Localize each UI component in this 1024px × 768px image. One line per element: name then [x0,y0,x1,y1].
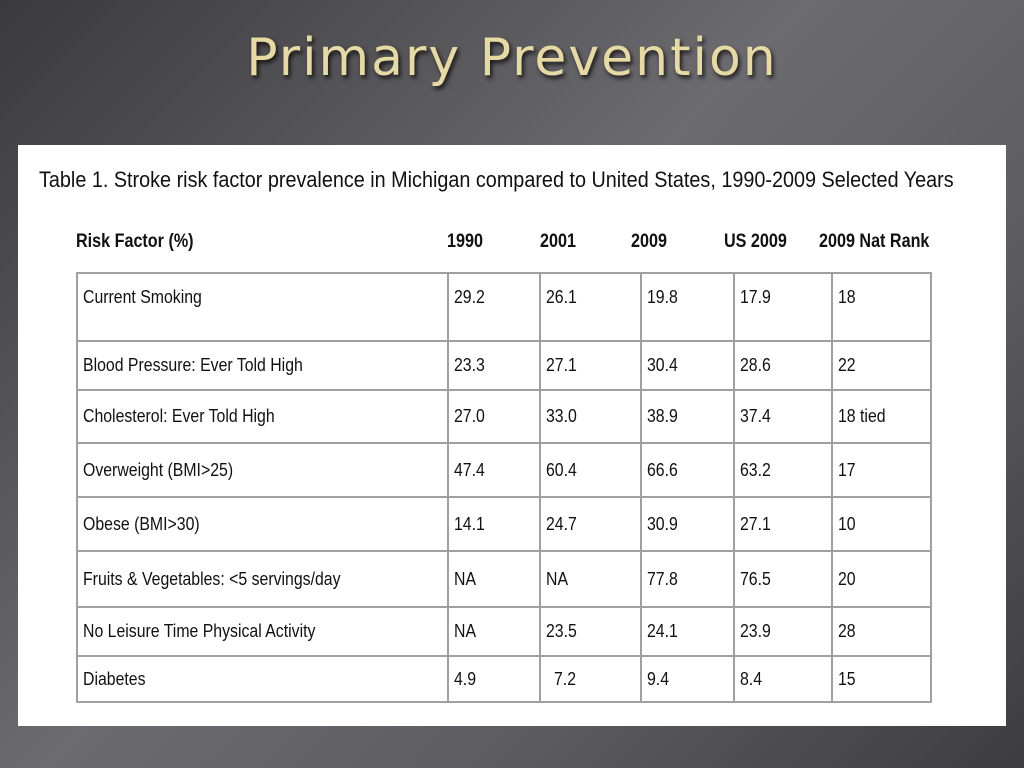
value-us-2009-cell: 8.4 [733,655,833,703]
nat-rank-cell: 22 [831,340,932,391]
table-caption: Table 1. Stroke risk factor prevalence i… [39,167,954,192]
value-us-2009-cell: 23.9 [733,606,833,657]
value-2009-cell: 24.1 [640,606,735,657]
risk-factor-cell: No Leisure Time Physical Activity [76,606,449,657]
value-1990-cell: NA [447,606,541,657]
value-us-2009-cell: 37.4 [733,389,833,444]
value-2001-cell: NA [539,550,642,608]
value-2001-cell: 7.2 [539,655,642,703]
risk-factor-cell: Current Smoking [76,272,449,342]
risk-factor-cell: Fruits & Vegetables: <5 servings/day [76,550,449,608]
value-2009-cell: 30.9 [640,496,735,552]
risk-factor-table: Current Smoking 29.2 26.1 19.8 17.9 18 B… [76,272,932,703]
value-2001-cell: 27.1 [539,340,642,391]
table-row: No Leisure Time Physical Activity NA 23.… [76,606,932,657]
value-1990-cell: 47.4 [447,442,541,498]
header-1990: 1990 [447,231,483,252]
header-2001: 2001 [540,231,576,252]
value-us-2009-cell: 76.5 [733,550,833,608]
risk-factor-cell: Obese (BMI>30) [76,496,449,552]
value-2009-cell: 9.4 [640,655,735,703]
value-2009-cell: 38.9 [640,389,735,444]
header-risk-factor: Risk Factor (%) [76,231,194,252]
value-us-2009-cell: 28.6 [733,340,833,391]
value-2001-cell: 33.0 [539,389,642,444]
nat-rank-cell: 20 [831,550,932,608]
value-1990-cell: 4.9 [447,655,541,703]
value-1990-cell: 23.3 [447,340,541,391]
value-2001-cell: 24.7 [539,496,642,552]
value-2009-cell: 77.8 [640,550,735,608]
value-2001-cell: 26.1 [539,272,642,342]
value-1990-cell: 29.2 [447,272,541,342]
value-us-2009-cell: 63.2 [733,442,833,498]
value-2001-cell: 23.5 [539,606,642,657]
nat-rank-cell: 10 [831,496,932,552]
table-row: Blood Pressure: Ever Told High 23.3 27.1… [76,340,932,391]
slide-title: Primary Prevention [246,28,778,88]
table-row: Overweight (BMI>25) 47.4 60.4 66.6 63.2 … [76,442,932,498]
value-2009-cell: 66.6 [640,442,735,498]
table-panel: Table 1. Stroke risk factor prevalence i… [18,145,1006,726]
table-row: Cholesterol: Ever Told High 27.0 33.0 38… [76,389,932,444]
value-2009-cell: 19.8 [640,272,735,342]
table-row: Obese (BMI>30) 14.1 24.7 30.9 27.1 10 [76,496,932,552]
value-1990-cell: 27.0 [447,389,541,444]
risk-factor-cell: Blood Pressure: Ever Told High [76,340,449,391]
header-nat-rank: 2009 Nat Rank [819,231,930,252]
risk-factor-cell: Diabetes [76,655,449,703]
nat-rank-cell: 15 [831,655,932,703]
header-2009: 2009 [631,231,667,252]
value-1990-cell: 14.1 [447,496,541,552]
risk-factor-cell: Overweight (BMI>25) [76,442,449,498]
nat-rank-cell: 17 [831,442,932,498]
value-1990-cell: NA [447,550,541,608]
value-us-2009-cell: 17.9 [733,272,833,342]
nat-rank-cell: 18 [831,272,932,342]
header-us-2009: US 2009 [724,231,787,252]
value-2001-cell: 60.4 [539,442,642,498]
value-2009-cell: 30.4 [640,340,735,391]
risk-factor-cell: Cholesterol: Ever Told High [76,389,449,444]
table-row: Diabetes 4.9 7.2 9.4 8.4 15 [76,655,932,703]
nat-rank-cell: 28 [831,606,932,657]
table-row: Fruits & Vegetables: <5 servings/day NA … [76,550,932,608]
nat-rank-cell: 18 tied [831,389,932,444]
table-row: Current Smoking 29.2 26.1 19.8 17.9 18 [76,272,932,342]
value-us-2009-cell: 27.1 [733,496,833,552]
